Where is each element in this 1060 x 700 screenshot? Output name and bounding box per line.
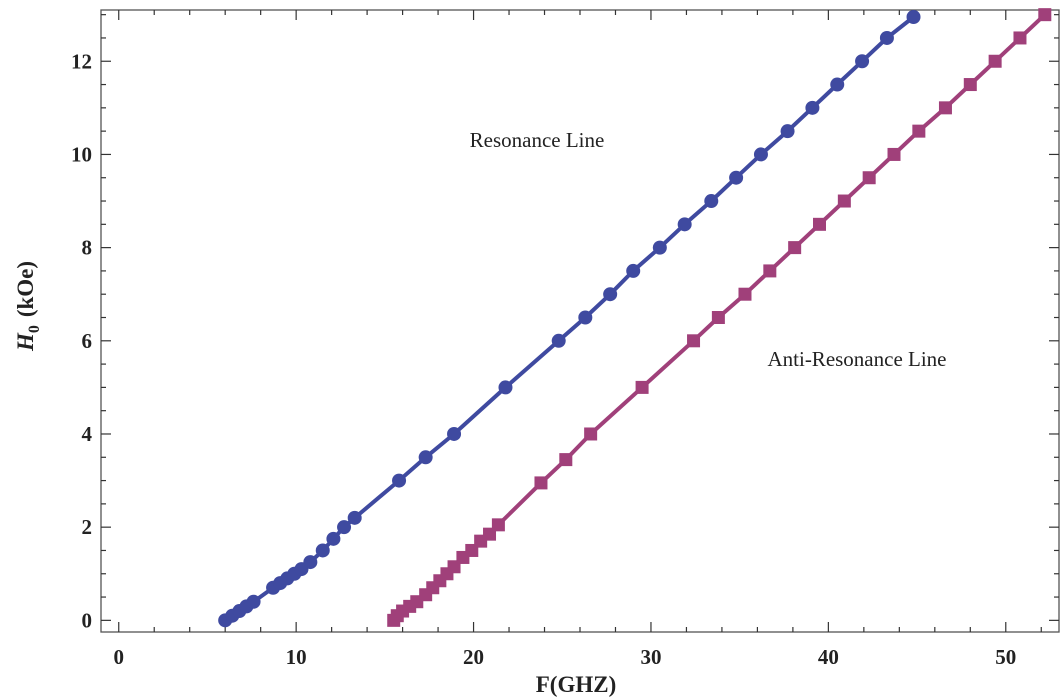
- data-point: [938, 101, 952, 115]
- y-axis-title: H0 (kOe): [13, 261, 43, 352]
- y-axis-title-subscript: 0: [26, 325, 43, 333]
- data-point: [603, 287, 618, 302]
- data-point: [551, 333, 566, 348]
- series-layer: [218, 8, 1052, 628]
- data-point: [912, 124, 926, 138]
- x-tick-label: 10: [286, 645, 307, 669]
- data-point: [988, 54, 1002, 68]
- data-point: [418, 450, 433, 465]
- series-anti-resonance-line: [387, 8, 1052, 627]
- data-point: [711, 311, 725, 325]
- data-point: [813, 217, 826, 231]
- axis-ticks: [101, 10, 1059, 632]
- y-tick-label: 0: [82, 608, 93, 632]
- data-point: [788, 241, 802, 255]
- data-point: [246, 594, 261, 609]
- data-point: [729, 170, 744, 185]
- data-point: [652, 240, 667, 255]
- data-point: [347, 510, 362, 525]
- y-tick-label: 6: [82, 329, 93, 353]
- data-point: [677, 217, 692, 232]
- x-tick-label: 0: [113, 645, 124, 669]
- x-tick-labels: 0 10 20 30 40 50: [113, 645, 1016, 669]
- data-point: [635, 380, 649, 394]
- y-tick-labels: 0 2 4 6 8 10 12: [71, 49, 93, 632]
- data-point: [862, 171, 876, 185]
- data-point: [687, 334, 701, 348]
- data-point: [578, 310, 593, 325]
- data-point: [559, 453, 573, 467]
- data-point: [738, 287, 752, 301]
- data-point: [498, 380, 513, 395]
- data-point: [1013, 31, 1027, 45]
- data-point: [303, 555, 318, 570]
- data-point: [392, 473, 407, 488]
- data-point: [879, 30, 894, 45]
- data-point: [315, 543, 330, 558]
- annotation-resonance-line: Resonance Line: [470, 128, 605, 152]
- data-point: [753, 147, 768, 162]
- data-point: [887, 147, 901, 161]
- data-point: [805, 100, 820, 115]
- x-tick-label: 50: [995, 645, 1016, 669]
- data-point: [337, 520, 352, 535]
- series-resonance-line: [218, 9, 921, 628]
- data-point: [855, 54, 870, 69]
- data-point: [491, 518, 505, 532]
- x-axis-title: F(GHZ): [536, 672, 617, 697]
- data-point: [704, 194, 719, 209]
- y-tick-label: 4: [82, 422, 93, 446]
- data-point: [780, 124, 795, 139]
- data-point: [837, 194, 851, 208]
- data-point: [534, 476, 548, 490]
- data-point: [906, 9, 921, 24]
- y-tick-label: 10: [71, 142, 92, 166]
- data-point: [830, 77, 845, 92]
- y-axis-title-variable: H: [13, 332, 38, 352]
- data-point: [447, 426, 462, 441]
- x-tick-label: 30: [640, 645, 661, 669]
- data-point: [326, 531, 341, 546]
- y-tick-label: 12: [71, 49, 92, 73]
- y-axis-title-unit: (kOe): [13, 261, 38, 317]
- y-tick-label: 2: [82, 515, 93, 539]
- y-tick-label: 8: [82, 236, 93, 260]
- x-tick-label: 40: [818, 645, 839, 669]
- data-point: [626, 263, 641, 278]
- data-point: [963, 78, 977, 92]
- x-tick-label: 20: [463, 645, 484, 669]
- data-point: [1038, 8, 1052, 22]
- annotation-anti-resonance-line: Anti-Resonance Line: [767, 347, 946, 371]
- data-point: [763, 264, 777, 278]
- data-point: [584, 427, 598, 441]
